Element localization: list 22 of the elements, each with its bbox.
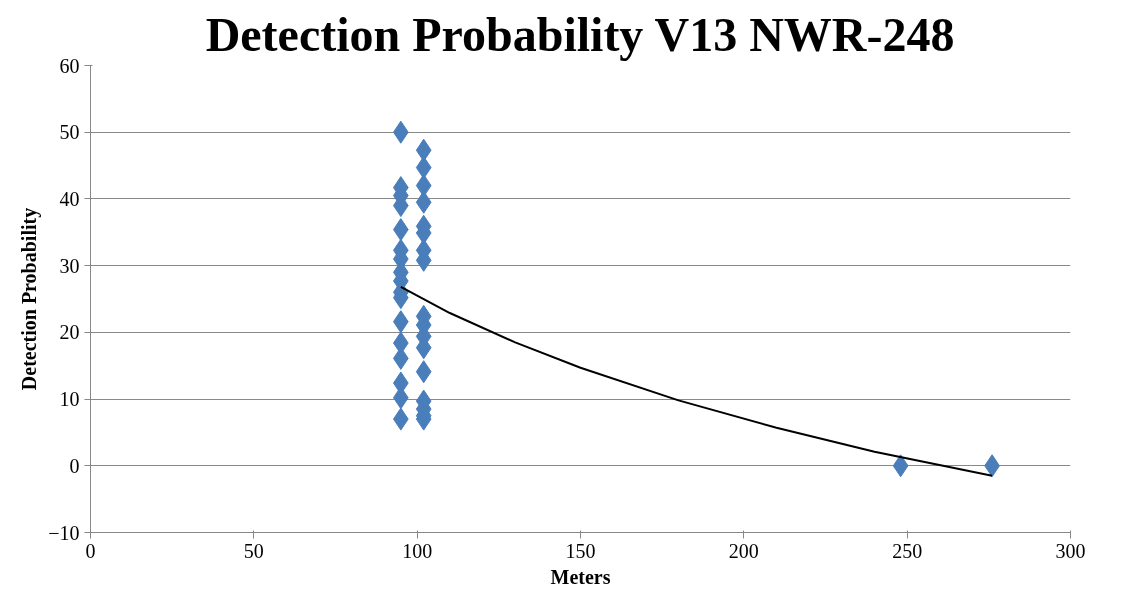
x-tick-label: 0 bbox=[85, 539, 96, 562]
point bbox=[415, 190, 432, 214]
y-tick-label: 60 bbox=[59, 54, 80, 77]
x-tick-label: 300 bbox=[1055, 539, 1086, 562]
x-tick-label: 50 bbox=[243, 539, 264, 562]
point bbox=[415, 138, 432, 162]
x-tick-label: 150 bbox=[565, 539, 596, 562]
y-tick-label: 30 bbox=[59, 254, 80, 277]
y-tick-label: 0 bbox=[69, 454, 80, 477]
y-tick-label: 40 bbox=[59, 187, 80, 210]
x-tick-label: 100 bbox=[402, 539, 433, 562]
y-tick-label: 10 bbox=[59, 388, 80, 411]
x-tick-label: 250 bbox=[892, 539, 923, 562]
x-axis-title: Meters bbox=[550, 565, 611, 588]
y-axis-title: Detection Probability bbox=[18, 207, 42, 391]
y-tick-label: 20 bbox=[59, 321, 80, 344]
chart-title: Detection Probability V13 NWR-248 bbox=[205, 7, 955, 61]
point bbox=[415, 360, 432, 384]
point bbox=[892, 454, 909, 478]
x-tick-label: 200 bbox=[728, 539, 759, 562]
y-tick-label: −10 bbox=[48, 521, 80, 544]
y-tick-label: 50 bbox=[59, 121, 80, 144]
